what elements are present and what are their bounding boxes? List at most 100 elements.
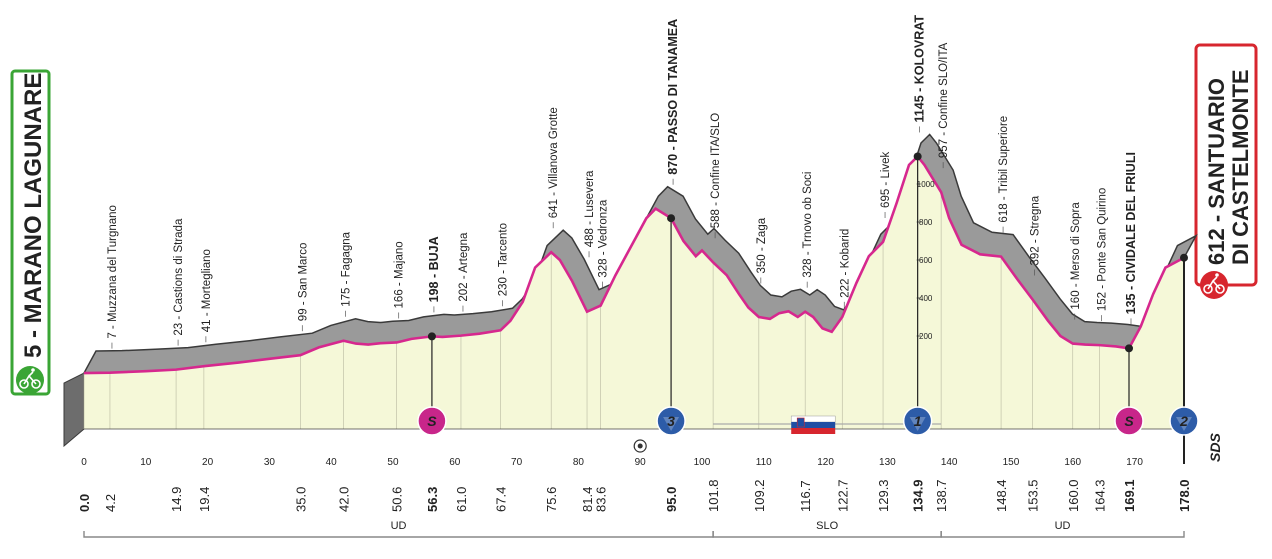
sprint-marker-icon: S <box>1114 344 1144 436</box>
km-label: 61.0 <box>454 487 469 512</box>
km-label: 138.7 <box>934 479 949 512</box>
feed-zone-dot <box>637 443 643 449</box>
place-label: 230 - Tarcento <box>498 223 510 296</box>
x-tick-label: 50 <box>387 457 399 468</box>
place-label: 175 - Fagagna <box>341 231 353 306</box>
km-label: 164.3 <box>1092 479 1107 512</box>
km-label: 67.4 <box>494 487 509 512</box>
marker-badge <box>656 406 686 436</box>
elevation-line <box>83 154 1185 375</box>
climb-marker-icon: 1 <box>902 152 933 436</box>
km-label: 19.4 <box>197 487 212 512</box>
km-label: 116.7 <box>798 480 813 512</box>
y-tick-label: 800 <box>919 218 933 227</box>
flag-coat <box>796 417 805 428</box>
x-tick-label: 30 <box>264 457 276 468</box>
place-label: 618 - Tribil Superiore <box>998 116 1010 223</box>
place-label: 328 - Trnovo ob Soci <box>802 172 814 278</box>
x-tick-label: 150 <box>1003 457 1020 468</box>
marker-text: 3 <box>667 413 675 429</box>
marker-text: S <box>1124 413 1134 429</box>
km-label: 42.0 <box>337 487 352 512</box>
x-tick-label: 40 <box>326 457 338 468</box>
km-label: 129.3 <box>876 479 891 512</box>
x-tick-label: 70 <box>511 457 523 468</box>
place-label: 328 - Vedronza <box>598 199 610 278</box>
start-badge: 5 - MARANO LAGUNARE <box>10 69 51 396</box>
y-tick-label: 400 <box>919 294 933 303</box>
km-label: 101.8 <box>706 479 721 512</box>
finish-badge: 612 - SANTUARIO DI CASTELMONTE <box>1194 43 1258 299</box>
km-label: 134.9 <box>911 479 926 512</box>
place-label: 99 - San Marco <box>297 243 309 322</box>
km-label: 56.3 <box>425 487 440 512</box>
x-tick-label: 80 <box>573 457 585 468</box>
marker-dot <box>427 332 436 341</box>
place-label: 135 - CIVIDALE DEL FRIULI <box>1124 152 1138 314</box>
place-label: 7 - Muzzana del Turgnano <box>107 205 119 339</box>
region-label: SLO <box>816 520 838 532</box>
feed-zone-icon <box>633 439 647 453</box>
km-label: 109.2 <box>752 479 767 512</box>
x-tick-label: 110 <box>756 457 772 468</box>
x-tick-label: 60 <box>449 457 461 468</box>
place-label: 695 - Livek <box>880 151 892 208</box>
profile-side-wall <box>63 372 85 448</box>
x-tick-label: 20 <box>202 457 214 468</box>
km-label: 148.4 <box>994 479 1009 512</box>
marker-dot <box>1125 344 1133 353</box>
place-label: 488 - Lusevera <box>584 170 596 247</box>
region-label: UD <box>1055 520 1071 532</box>
km-label: 4.2 <box>103 494 118 512</box>
place-label: 166 - Majano <box>394 241 406 308</box>
place-label: 870 - PASSO DI TANAMEA <box>666 19 680 175</box>
x-tick-label: 120 <box>817 457 834 468</box>
km-label: 75.6 <box>544 487 559 512</box>
climb-marker-icon: 3 <box>656 214 686 436</box>
place-label: 222 - Kobarid <box>839 229 851 298</box>
marker-dot <box>667 214 676 223</box>
km-label: 14.9 <box>169 487 184 512</box>
climb-chevron <box>909 417 926 431</box>
marker-text: S <box>427 413 437 429</box>
marker-badge <box>1114 406 1144 436</box>
marker-badge <box>1169 406 1199 436</box>
km-label: 81.4 <box>580 487 595 512</box>
x-tick-label: 90 <box>635 457 647 468</box>
km-label: 83.6 <box>594 487 609 512</box>
finish-location-label-line2: DI CASTELMONTE <box>1228 69 1253 265</box>
km-label: 50.6 <box>390 487 405 512</box>
km-label: 95.0 <box>664 487 679 512</box>
marker-text: 2 <box>1179 413 1188 429</box>
region-bracket <box>940 531 1185 538</box>
km-label: 122.7 <box>835 479 850 512</box>
slovenia-flag-icon <box>790 415 836 434</box>
region-label: UD <box>391 520 407 532</box>
flag-stripe-blue <box>791 422 836 428</box>
flag-stripe-red <box>791 428 836 434</box>
climb-chevron <box>1176 417 1192 431</box>
place-label: 160 - Merso di Sopra <box>1070 202 1082 310</box>
place-label: 23 - Castions di Strada <box>173 218 185 336</box>
place-label: 641 - Villanova Grotte <box>548 107 560 218</box>
km-label: 169.1 <box>1122 479 1137 512</box>
place-label: 392 - Stregna <box>1030 195 1042 265</box>
marker-badge <box>902 406 933 436</box>
x-tick-label: 160 <box>1064 457 1081 468</box>
marker-badge <box>417 406 447 436</box>
marker-dot <box>913 152 922 161</box>
sds-label: SDS <box>1207 433 1223 462</box>
x-tick-label: 170 <box>1126 457 1143 468</box>
km-label: 153.5 <box>1026 479 1041 512</box>
climb-marker-icon: 2 <box>1169 253 1199 464</box>
km-label: 0.0 <box>77 494 92 512</box>
profile-front-face <box>84 156 1184 429</box>
marker-dot <box>1180 253 1188 262</box>
place-label: 198 - BUJA <box>427 236 441 302</box>
km-label: 160.0 <box>1066 479 1081 512</box>
y-tick-label: 200 <box>919 332 933 341</box>
place-label: 957 - Confine SLO/ITA <box>938 42 950 158</box>
y-tick-label: 600 <box>919 256 933 265</box>
place-label: 350 - Zaga <box>756 217 768 273</box>
